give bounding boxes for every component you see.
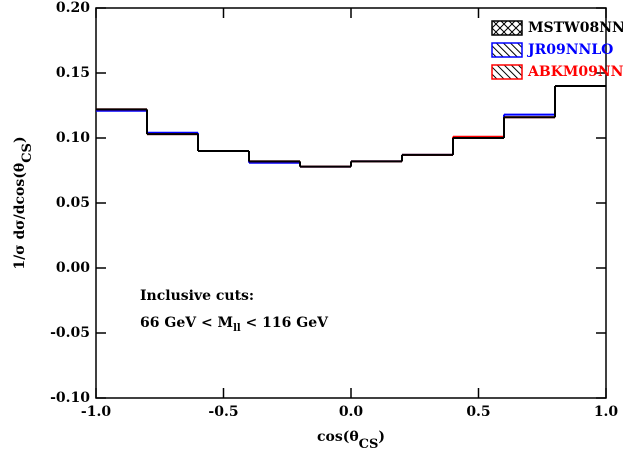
y-tick-label: 0.15 (56, 65, 90, 81)
y-tick-label: 0.05 (56, 195, 90, 211)
legend-swatch (491, 64, 523, 80)
legend-label: ABKM09NNLO (527, 64, 623, 80)
y-tick-label: 0.20 (56, 0, 90, 16)
legend-swatch (491, 42, 523, 58)
legend-label: MSTW08NNLO (528, 20, 623, 36)
y-axis-label-part: 1/σ dσ/dcos(θ (12, 163, 28, 270)
y-tick-label: -0.05 (50, 325, 90, 341)
x-tick-label: -0.5 (208, 404, 238, 420)
legend-swatch (491, 20, 523, 36)
annotation-part: ll (233, 323, 241, 334)
x-tick-label: 0.5 (466, 404, 490, 420)
annotation-part: Inclusive cuts: (140, 288, 254, 304)
y-axis-label: 1/σ dσ/dcos(θCS) (12, 136, 35, 269)
y-axis-label-part: ) (12, 136, 28, 143)
y-tick-label: 0.00 (56, 260, 90, 276)
annotation: Inclusive cuts: (140, 288, 254, 304)
x-axis-label-part: CS (359, 437, 379, 452)
x-axis-label-part: ) (378, 429, 385, 445)
x-axis-label-part: cos(θ (317, 429, 359, 445)
x-axis-label: cos(θCS) (317, 429, 385, 452)
y-tick-label: -0.10 (50, 390, 90, 406)
annotation-part: 66 GeV < M (140, 315, 233, 331)
x-tick-label: -1.0 (81, 404, 111, 420)
y-axis-label-part: CS (20, 143, 35, 163)
legend-label: JR09NNLO (526, 42, 613, 58)
annotation: 66 GeV < Mll < 116 GeV (140, 315, 329, 334)
x-tick-label: 0.0 (339, 404, 364, 420)
x-tick-label: 1.0 (594, 404, 619, 420)
y-tick-label: 0.10 (56, 130, 90, 146)
legend-entry: MSTW08NNLO (491, 20, 623, 36)
legend-entry: JR09NNLO (491, 42, 613, 58)
legend-entry: ABKM09NNLO (491, 64, 623, 80)
annotation-part: < 116 GeV (241, 315, 329, 331)
